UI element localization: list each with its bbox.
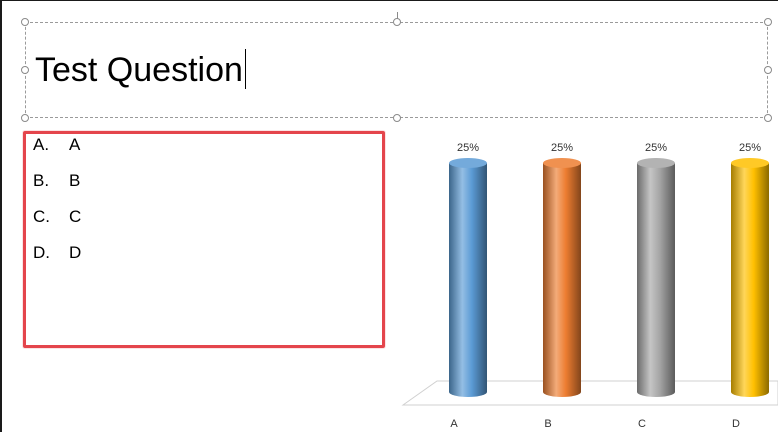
chart-category-label: B (544, 418, 551, 430)
answer-letter: B. (33, 171, 50, 190)
resize-handle-bottom[interactable] (393, 114, 401, 122)
chart-floor (401, 380, 778, 406)
text-cursor (244, 49, 246, 89)
answer-item-a[interactable]: A. A (33, 135, 80, 155)
chart-bar-top-d (731, 158, 769, 168)
chart-data-label: 25% (739, 142, 761, 154)
chart-category-label: D (732, 418, 740, 430)
chart-bar-top-a (449, 158, 487, 168)
answer-letter: C. (33, 207, 50, 226)
rotation-handle-stem (397, 12, 398, 22)
answers-placeholder[interactable] (23, 131, 385, 348)
resize-handle-bottom-left[interactable] (21, 114, 29, 122)
chart-bar-top-c (637, 158, 675, 168)
chart-data-label: 25% (645, 142, 667, 154)
resize-handle-bottom-right[interactable] (764, 114, 772, 122)
slide-title-text: Test Question (35, 51, 243, 89)
slide-title[interactable]: Test Question (35, 48, 246, 92)
slide-border-left (0, 0, 2, 432)
answer-letter: A. (33, 135, 50, 154)
answer-text: B (69, 171, 81, 190)
resize-handle-right[interactable] (764, 66, 772, 74)
chart-data-label: 25% (551, 142, 573, 154)
chart-bar-d (731, 163, 769, 397)
chart-bar-c (637, 163, 675, 397)
resize-handle-top[interactable] (393, 18, 401, 26)
answer-item-d[interactable]: D. D (33, 243, 81, 263)
resize-handle-left[interactable] (21, 66, 29, 74)
chart-bar-top-b (543, 158, 581, 168)
chart-bar-a (449, 163, 487, 397)
answer-item-c[interactable]: C. C (33, 207, 81, 227)
answer-letter: D. (33, 243, 50, 262)
answer-item-b[interactable]: B. B (33, 171, 80, 191)
answer-text: A (69, 135, 81, 154)
answer-text: C (69, 207, 82, 226)
chart-category-label: A (450, 418, 458, 430)
slide-border-top (0, 0, 778, 1)
chart-bar-b (543, 163, 581, 397)
chart-data-label: 25% (457, 142, 479, 154)
resize-handle-top-left[interactable] (21, 18, 29, 26)
answer-text: D (69, 243, 82, 262)
resize-handle-top-right[interactable] (764, 18, 772, 26)
chart-category-label: C (638, 418, 646, 430)
